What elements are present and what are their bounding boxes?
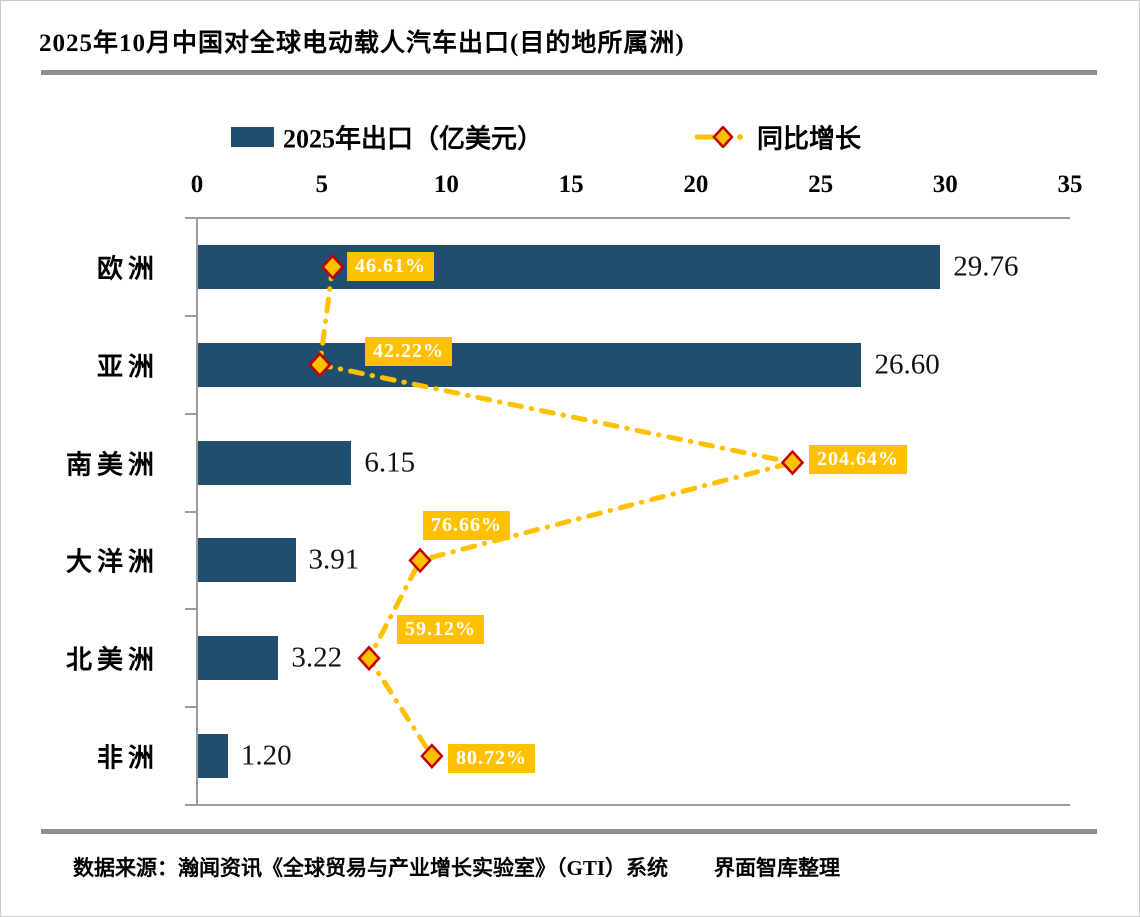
category-label: 北美洲 xyxy=(65,645,159,675)
export-bar xyxy=(198,440,352,485)
export-bar xyxy=(198,538,296,583)
axis-tick-20: 20 xyxy=(683,171,709,198)
growth-markers xyxy=(308,254,805,769)
export-bar xyxy=(198,342,862,387)
category-label: 亚洲 xyxy=(96,352,159,382)
export-bar xyxy=(198,244,941,289)
axis-line-top xyxy=(185,217,1070,219)
growth-label: 204.64% xyxy=(809,445,907,474)
category-axis-tick xyxy=(185,608,197,610)
category-axis-tick xyxy=(185,511,197,513)
category-axis-tick xyxy=(185,315,197,317)
credit-text: 界面智库整理 xyxy=(714,856,841,880)
export-bar xyxy=(198,734,228,779)
growth-label: 46.61% xyxy=(347,252,434,281)
growth-label: 59.12% xyxy=(397,615,484,644)
axis-tick-10: 10 xyxy=(433,171,459,198)
export-bar xyxy=(198,636,279,681)
growth-label: 80.72% xyxy=(448,744,535,773)
source-text: 数据来源：瀚闻资讯《全球贸易与产业增长实验室》（GTI）系统 xyxy=(73,856,669,880)
legend-bar-swatch xyxy=(231,127,274,147)
growth-marker-diamond-icon xyxy=(780,449,805,476)
growth-label: 76.66% xyxy=(423,511,510,540)
axis-tick-0: 0 xyxy=(190,171,204,198)
title-divider xyxy=(41,70,1097,75)
legend-line-label: 同比增长 xyxy=(757,124,862,154)
category-axis-tick xyxy=(185,706,197,708)
bar-value-label: 1.20 xyxy=(240,739,292,772)
category-label: 大洋洲 xyxy=(65,547,159,577)
axis-line-bottom xyxy=(185,804,1070,806)
chart-title: 2025年10月中国对全球电动载人汽车出口(目的地所属洲) xyxy=(39,30,685,57)
category-axis-tick xyxy=(185,804,197,806)
category-label: 非洲 xyxy=(96,743,159,773)
axis-tick-25: 25 xyxy=(808,171,834,198)
bar-value-label: 6.15 xyxy=(364,446,416,479)
footer-divider xyxy=(41,829,1097,834)
category-label: 欧洲 xyxy=(96,254,159,284)
bar-value-label: 29.76 xyxy=(953,250,1019,283)
axis-line-left xyxy=(196,217,198,806)
axis-tick-15: 15 xyxy=(558,171,584,198)
bar-value-label: 26.60 xyxy=(874,348,940,381)
axis-tick-30: 30 xyxy=(932,171,958,198)
data-source-note: 数据来源：瀚闻资讯《全球贸易与产业增长实验室》（GTI）系统 界面智库整理 xyxy=(73,852,840,882)
axis-tick-5: 5 xyxy=(315,171,328,198)
growth-marker-diamond-icon xyxy=(357,645,381,672)
growth-marker-diamond-icon xyxy=(420,743,444,769)
category-label: 南美洲 xyxy=(65,450,159,480)
growth-label: 42.22% xyxy=(365,337,452,366)
legend-bar-label: 2025年出口（亿美元） xyxy=(283,124,544,154)
axis-tick-35: 35 xyxy=(1057,171,1083,198)
bar-value-label: 3.22 xyxy=(291,641,343,674)
bar-value-label: 3.91 xyxy=(308,543,360,576)
growth-marker-diamond-icon xyxy=(408,547,432,574)
category-axis-tick xyxy=(185,217,197,219)
legend-line-marker-icon xyxy=(695,126,743,148)
category-axis-tick xyxy=(185,413,197,415)
